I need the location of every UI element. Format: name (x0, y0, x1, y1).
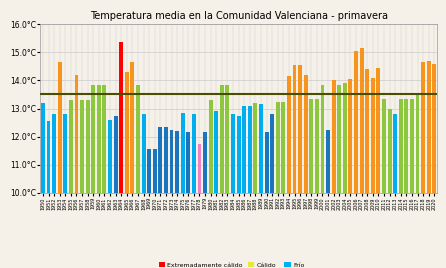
Bar (169, 130, 173, 193)
Bar (69, 100, 73, 193)
Bar (220, 85, 224, 193)
Bar (264, 132, 268, 193)
Bar (421, 62, 425, 193)
Bar (192, 114, 196, 193)
Bar (203, 132, 207, 193)
Bar (365, 69, 369, 193)
Bar (231, 114, 235, 193)
Bar (293, 65, 297, 193)
Bar (432, 64, 436, 193)
Bar (343, 83, 347, 193)
Bar (242, 106, 246, 193)
Bar (405, 99, 408, 193)
Bar (181, 113, 185, 193)
Bar (103, 85, 107, 193)
Bar (86, 100, 90, 193)
Legend: Extremadamente cálido, Muy cálido, Cálido, Normal, Frío, Muy frío: Extremadamente cálido, Muy cálido, Cálid… (157, 260, 321, 268)
Bar (97, 85, 101, 193)
Bar (63, 114, 67, 193)
Bar (198, 144, 202, 193)
Bar (164, 127, 168, 193)
Bar (91, 85, 95, 193)
Bar (259, 104, 263, 193)
Bar (125, 72, 129, 193)
Bar (248, 106, 252, 193)
Bar (287, 76, 291, 193)
Bar (326, 130, 330, 193)
Bar (348, 79, 352, 193)
Bar (142, 114, 145, 193)
Bar (276, 102, 280, 193)
Bar (108, 120, 112, 193)
Bar (388, 109, 392, 193)
Bar (393, 114, 397, 193)
Bar (359, 48, 363, 193)
Bar (321, 85, 324, 193)
Bar (399, 99, 403, 193)
Bar (41, 103, 45, 193)
Bar (58, 62, 62, 193)
Bar (226, 85, 229, 193)
Bar (209, 100, 213, 193)
Bar (175, 131, 179, 193)
Bar (337, 85, 341, 193)
Bar (46, 121, 50, 193)
Bar (130, 62, 134, 193)
Bar (270, 114, 274, 193)
Bar (382, 99, 386, 193)
Bar (74, 75, 78, 193)
Bar (214, 111, 218, 193)
Bar (114, 116, 118, 193)
Bar (52, 114, 56, 193)
Bar (427, 61, 431, 193)
Bar (186, 132, 190, 193)
Bar (371, 78, 375, 193)
Bar (281, 102, 285, 193)
Bar (147, 149, 151, 193)
Bar (119, 42, 123, 193)
Bar (153, 149, 157, 193)
Bar (410, 99, 414, 193)
Bar (298, 65, 302, 193)
Bar (304, 75, 308, 193)
Title: Temperatura media en la Comunidad Valenciana - primavera: Temperatura media en la Comunidad Valenc… (90, 10, 388, 21)
Bar (416, 93, 420, 193)
Bar (158, 127, 162, 193)
Bar (315, 99, 319, 193)
Bar (136, 85, 140, 193)
Bar (354, 51, 358, 193)
Bar (80, 100, 84, 193)
Bar (237, 116, 240, 193)
Bar (332, 80, 335, 193)
Bar (376, 68, 380, 193)
Bar (310, 99, 313, 193)
Bar (253, 103, 257, 193)
